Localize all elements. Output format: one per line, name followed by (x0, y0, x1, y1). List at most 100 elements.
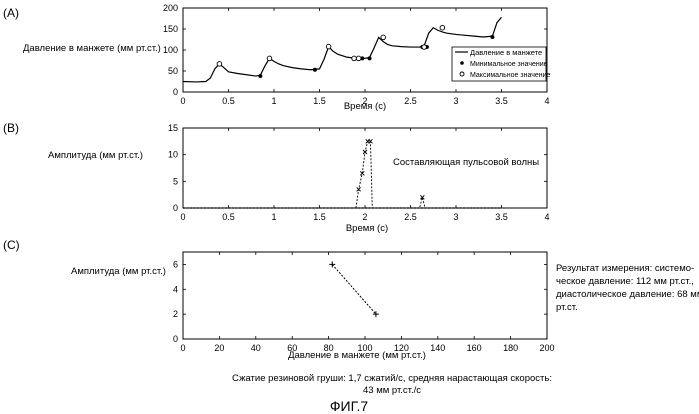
amplitude-point (372, 311, 379, 318)
min-point (312, 67, 317, 72)
result-line-1: Результат измерения: системо- (556, 263, 694, 274)
result-line-4: рт.ст. (556, 302, 578, 313)
panel-c-x-ticks: 0 20 40 60 80 100 120 140 160 180 200 (180, 252, 555, 353)
min-point (490, 34, 495, 39)
x-tick-label: 100 (357, 343, 372, 353)
panel-a-tag: (A) (3, 6, 19, 20)
panel-b-y-ticks: 0 5 10 15 (168, 123, 547, 213)
y-tick-label: 0 (173, 334, 178, 344)
panel-b-ylabel: Амплитуда (мм рт.ст.) (48, 150, 143, 161)
panel-a-ylabel: Давление в манжете (мм рт.ст.) (23, 43, 161, 54)
y-tick-label: 5 (173, 176, 178, 186)
y-tick-label: 6 (173, 259, 178, 269)
x-tick-label: 60 (287, 343, 297, 353)
panel-c-tag: (C) (3, 238, 20, 252)
pulse-line (355, 140, 426, 209)
x-tick-label: 4 (544, 212, 549, 222)
panel-b-tag: (B) (3, 121, 19, 135)
y-tick-label: 200 (163, 3, 178, 13)
y-tick-label: 10 (168, 150, 178, 160)
x-tick-label: 40 (251, 343, 261, 353)
y-tick-label: 100 (163, 45, 178, 55)
legend-label-pressure: Давление в манжете (470, 48, 542, 57)
x-tick-label: 2.5 (404, 212, 417, 222)
panel-b-frame (182, 127, 548, 209)
y-tick-label: 150 (163, 24, 178, 34)
y-tick-label: 0 (173, 203, 178, 213)
x-tick-label: 1 (271, 96, 276, 106)
legend-min-marker (460, 61, 464, 65)
panel-c-frame (182, 251, 548, 340)
x-tick-label: 3 (453, 96, 458, 106)
caption-line-2: 43 мм рт.ст./с (363, 385, 421, 396)
x-tick-label: 140 (430, 343, 445, 353)
x-tick-label: 0 (180, 212, 185, 222)
x-tick-label: 3.5 (495, 96, 508, 106)
panel-b-xlabel: Время (с) (346, 223, 388, 234)
x-tick-label: 200 (539, 343, 554, 353)
caption-line-1: Сжатие резиновой груши: 1,7 сжатий/с, ср… (232, 373, 552, 384)
y-tick-label: 2 (173, 309, 178, 319)
x-tick-label: 0.5 (222, 212, 235, 222)
max-point (325, 43, 332, 50)
panel-b-annotation: Составляющая пульсовой волны (393, 157, 539, 168)
result-line-2: ческое давление: 112 мм рт.ст., (556, 276, 694, 287)
x-tick-label: 2 (362, 96, 367, 106)
x-tick-label: 0.5 (222, 96, 235, 106)
x-tick-label: 2.5 (404, 96, 417, 106)
panel-c-y-ticks: 0 2 4 6 (173, 259, 547, 344)
min-point (360, 56, 365, 61)
x-tick-label: 4 (544, 96, 549, 106)
y-tick-label: 15 (168, 123, 178, 133)
amplitude-point (329, 261, 336, 268)
panel-c-plot (329, 261, 379, 318)
pulse-point (368, 139, 373, 144)
panel-a-plot (182, 16, 502, 83)
y-tick-label: 0 (173, 87, 178, 97)
pulse-point (356, 187, 361, 192)
panel-b-plot (183, 139, 502, 209)
x-tick-label: 120 (394, 343, 409, 353)
x-tick-label: 160 (467, 343, 482, 353)
x-tick-label: 2 (362, 212, 367, 222)
max-point (266, 55, 273, 62)
pulse-point (359, 171, 365, 176)
max-point (439, 24, 446, 31)
x-tick-label: 1.5 (313, 212, 326, 222)
legend-label-min: Минимальное значение (470, 61, 548, 68)
max-point (421, 44, 427, 50)
x-tick-label: 20 (214, 343, 224, 353)
max-point (351, 55, 357, 62)
result-line-3: диастолическое давление: 68 мм (556, 289, 699, 300)
panel-a-x-ticks: 0 0.5 1 1.5 2 2.5 3 3.5 4 (180, 8, 550, 106)
legend-max-marker (459, 71, 465, 77)
panel-a-legend: Давление в манжете Минимальное значение … (451, 46, 551, 82)
x-tick-label: 1.5 (313, 96, 326, 106)
x-tick-label: 1 (271, 212, 276, 222)
panel-c-ylabel: Амплитуда (мм рт.ст.) (71, 266, 166, 277)
x-tick-label: 0 (180, 96, 185, 106)
min-point (367, 56, 372, 61)
figure-label: ФИГ.7 (330, 398, 368, 414)
legend-box (451, 46, 547, 82)
y-tick-label: 4 (173, 284, 178, 294)
panel-b-x-ticks: 0 0.5 1 1.5 2 2.5 3 3.5 4 (180, 128, 550, 222)
max-point (355, 55, 362, 62)
legend-label-max: Максимальное значение (470, 72, 551, 79)
max-point (380, 34, 386, 41)
x-tick-label: 180 (503, 343, 518, 353)
y-tick-label: 50 (168, 66, 178, 76)
panel-c-xlabel: Давление в манжете (мм рт.ст.) (288, 350, 426, 361)
max-point (216, 61, 223, 67)
amplitude-line (331, 264, 377, 315)
min-point (258, 74, 263, 79)
x-tick-label: 80 (324, 343, 334, 353)
x-tick-label: 3 (453, 212, 458, 222)
panel-a-xlabel: Время (с) (344, 101, 386, 112)
pressure-line (182, 16, 502, 83)
pulse-point (362, 149, 368, 155)
pulse-point (420, 195, 425, 200)
x-tick-label: 3.5 (495, 212, 508, 222)
x-tick-label: 0 (180, 343, 185, 353)
